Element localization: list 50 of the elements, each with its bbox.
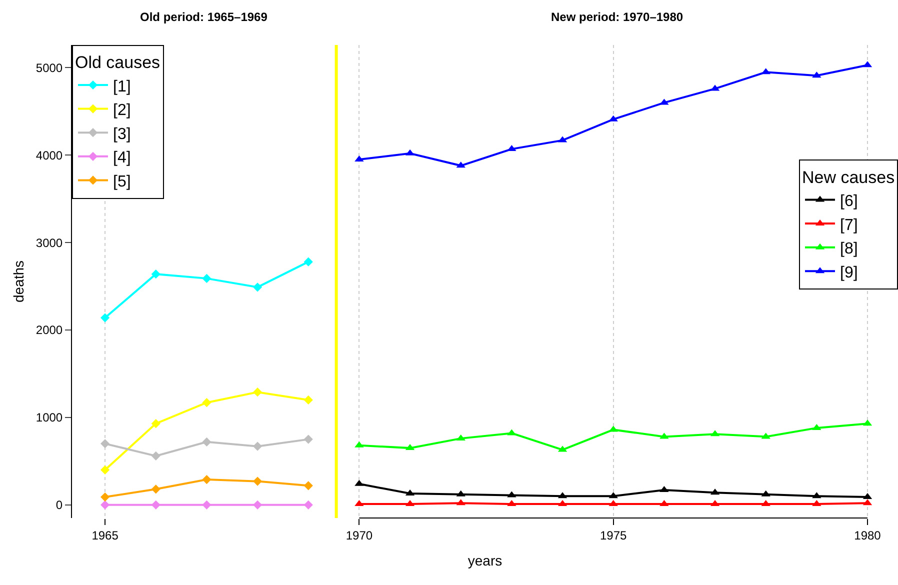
point [202,398,212,408]
point [304,434,313,444]
y-axis-title: deaths [10,260,26,303]
point [252,282,262,292]
y-tick-label: 4000 [36,148,63,162]
point [304,395,313,405]
legend-label: [7] [840,216,858,234]
x-tick-label: 1980 [854,528,882,542]
y-tick-label: 5000 [36,60,63,75]
legend-label: [9] [840,264,858,282]
point [304,481,313,490]
point [151,500,160,510]
point [252,500,262,510]
point [100,439,110,448]
y-tick-label: 0 [56,498,63,512]
point [202,274,212,283]
point [304,500,313,510]
legend-label: [8] [840,240,858,258]
point [151,451,160,460]
point [100,500,110,510]
point [304,257,313,266]
text: New causes [802,168,895,187]
x-tick-label: 1975 [600,528,628,542]
text: Old period: 1965–1969 [140,10,268,24]
x-axis-title: years [468,552,502,569]
point [151,484,160,494]
point [202,437,212,446]
point [252,442,262,451]
x-tick-label: 1965 [92,528,119,542]
text: New period: 1970–1980 [551,10,684,24]
legend-label: [6] [840,192,858,210]
x-tick-label: 1970 [346,528,373,542]
text: Old causes [75,53,160,72]
y-tick-label: 1000 [36,410,63,425]
point [252,476,262,486]
legend-label: [1] [113,78,131,96]
point [100,313,110,322]
point [151,270,160,279]
point [202,500,212,510]
legend-label: [2] [113,102,131,120]
legend-label: [3] [113,126,131,143]
point [202,474,212,484]
point [151,419,160,428]
legend-label: [4] [113,150,131,167]
y-tick-label: 2000 [36,323,63,338]
point [100,465,110,474]
point [252,388,262,397]
legend-label: [5] [113,173,131,190]
y-tick-label: 3000 [36,236,63,250]
point [100,492,110,502]
